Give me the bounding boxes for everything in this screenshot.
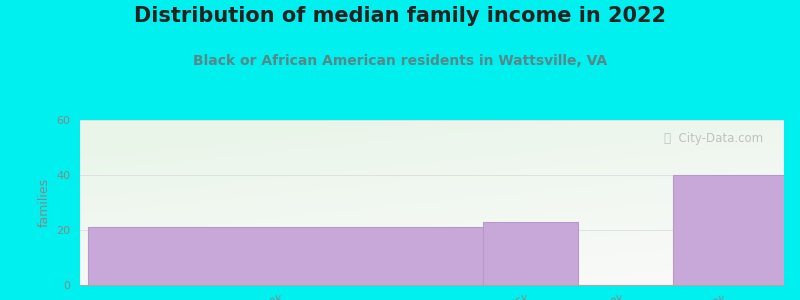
Text: Distribution of median family income in 2022: Distribution of median family income in … <box>134 6 666 26</box>
Bar <box>483 222 578 285</box>
Bar <box>88 227 483 285</box>
Bar <box>674 175 784 285</box>
Text: ⓘ  City-Data.com: ⓘ City-Data.com <box>664 131 763 145</box>
Text: Black or African American residents in Wattsville, VA: Black or African American residents in W… <box>193 54 607 68</box>
Y-axis label: families: families <box>38 178 50 227</box>
